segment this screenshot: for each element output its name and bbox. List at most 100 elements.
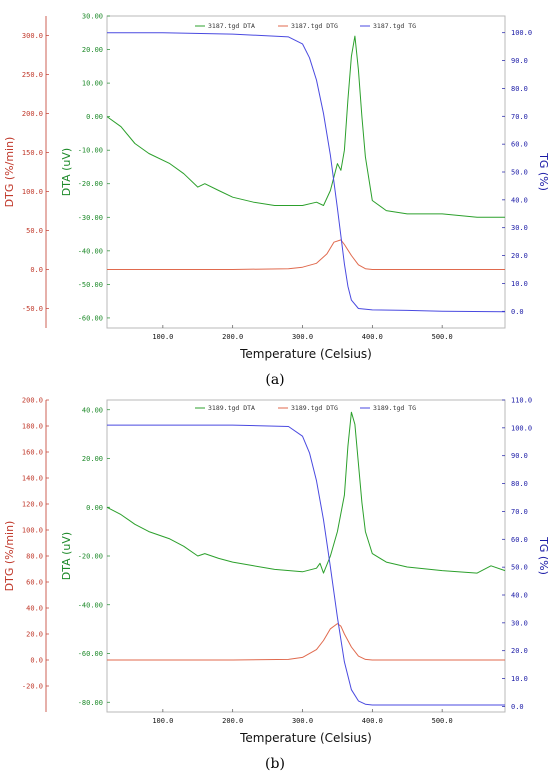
x-tick-label: 400.0 bbox=[362, 333, 383, 341]
legend-label-dta-a: 3187.tgd DTA bbox=[208, 22, 255, 30]
dta-tick-label: -40.00 bbox=[78, 601, 103, 609]
x-axis-ticks-a: 100.0 200.0 300.0 400.0 500.0 bbox=[152, 325, 453, 341]
dta-tick-label: -80.00 bbox=[78, 699, 103, 707]
legend-label-tg-a: 3187.tgd TG bbox=[373, 22, 416, 30]
series-line-tg-a bbox=[107, 32, 506, 313]
tg-tick-label: 80.0 bbox=[511, 85, 528, 93]
dtg-axis-ticks-a: 300.0 250.0 200.0 150.0 100.0 50.0 0.0 -50.0 bbox=[22, 32, 49, 313]
x-tick-label: 100.0 bbox=[152, 333, 173, 341]
dta-tick-label: -30.00 bbox=[78, 214, 103, 222]
dta-tick-label: -20.00 bbox=[78, 553, 103, 561]
legend-a: 3187.tgd DTA 3187.tgd DTG 3187.tgd TG bbox=[195, 22, 416, 30]
tg-tick-label: 50.0 bbox=[511, 564, 528, 572]
x-tick-label: 500.0 bbox=[432, 333, 453, 341]
dta-tick-label: 0.00 bbox=[86, 113, 103, 121]
x-tick-label: 500.0 bbox=[432, 717, 453, 725]
series-layer-b bbox=[106, 411, 506, 706]
dtg-tick-label: 300.0 bbox=[22, 32, 43, 40]
dta-tick-label: -50.00 bbox=[78, 281, 103, 289]
x-tick-label: 300.0 bbox=[292, 333, 313, 341]
tg-tick-label: 0.0 bbox=[511, 703, 524, 711]
dta-axis-ticks-b: 40.00 20.00 0.00 -20.00 -40.00 -60.00 -80.00 bbox=[78, 406, 110, 707]
dta-tick-label: 40.00 bbox=[82, 406, 103, 414]
tg-axis-label-b: TG (%) bbox=[537, 536, 550, 575]
panel-label-b: (b) bbox=[265, 756, 285, 772]
dtg-tick-label: 60.0 bbox=[26, 579, 43, 587]
tg-axis-ticks-a: 100.0 90.0 80.0 70.0 60.0 50.0 40.0 30.0 20.0 10.… bbox=[502, 29, 532, 316]
tg-tick-label: 20.0 bbox=[511, 252, 528, 260]
dtg-tick-label: 140.0 bbox=[22, 475, 43, 483]
series-line-tg-b bbox=[107, 424, 505, 706]
tg-tick-label: 110.0 bbox=[511, 397, 532, 405]
dtg-axis-ticks-b: 200.0 180.0 160.0 140.0 120.0 100.0 80.0 60.0 40… bbox=[22, 397, 49, 691]
dtg-tick-label: 120.0 bbox=[22, 501, 43, 509]
dtg-tick-label: -20.0 bbox=[22, 683, 43, 691]
tg-tick-label: 0.0 bbox=[511, 308, 524, 316]
legend-b: 3189.tgd DTA 3189.tgd DTG 3189.tgd TG bbox=[195, 404, 416, 412]
x-axis-label-a: Temperature (Celsius) bbox=[239, 347, 372, 361]
panel-label-a: (a) bbox=[265, 372, 284, 388]
dtg-tick-label: 20.0 bbox=[26, 631, 43, 639]
dtg-tick-label: -50.0 bbox=[22, 305, 43, 313]
dta-tick-label: -60.00 bbox=[78, 314, 103, 322]
tg-tick-label: 10.0 bbox=[511, 280, 528, 288]
dta-tick-label: 20.00 bbox=[82, 455, 103, 463]
legend-label-tg-b: 3189.tgd TG bbox=[373, 404, 416, 412]
tg-tick-label: 90.0 bbox=[511, 57, 528, 65]
chart-panel-a: 300.0 250.0 200.0 150.0 100.0 50.0 0.0 -50.0 30… bbox=[3, 13, 550, 389]
x-tick-label: 200.0 bbox=[222, 717, 243, 725]
dtg-axis-label-a: DTG (%/min) bbox=[3, 137, 16, 208]
dta-tick-label: -10.00 bbox=[78, 147, 103, 155]
dtg-tick-label: 0.0 bbox=[30, 266, 43, 274]
tg-axis-ticks-b: 110.0 100.0 90.0 80.0 70.0 60.0 50.0 40.0 30.0 20… bbox=[502, 397, 532, 711]
dtg-tick-label: 250.0 bbox=[22, 71, 43, 79]
tg-axis-label-a: TG (%) bbox=[537, 152, 550, 191]
dtg-tick-label: 50.0 bbox=[26, 227, 43, 235]
tg-tick-label: 100.0 bbox=[511, 424, 532, 432]
dtg-tick-label: 0.0 bbox=[30, 657, 43, 665]
chart-panel-b: 200.0 180.0 160.0 140.0 120.0 100.0 80.0 60.0 40… bbox=[3, 397, 550, 773]
tg-tick-label: 60.0 bbox=[511, 536, 528, 544]
plot-area-b bbox=[106, 399, 506, 713]
dtg-tick-label: 180.0 bbox=[22, 423, 43, 431]
dta-tick-label: 0.00 bbox=[86, 504, 103, 512]
dtg-tick-label: 200.0 bbox=[22, 397, 43, 405]
dtg-tick-label: 160.0 bbox=[22, 449, 43, 457]
x-tick-label: 100.0 bbox=[152, 717, 173, 725]
series-layer-a bbox=[106, 32, 506, 313]
dtg-tick-label: 100.0 bbox=[22, 188, 43, 196]
dtg-axis-label-b: DTG (%/min) bbox=[3, 521, 16, 592]
series-line-dtg-b bbox=[107, 623, 505, 661]
plot-area-a bbox=[106, 15, 506, 329]
tg-tick-label: 20.0 bbox=[511, 647, 528, 655]
series-line-dta-a bbox=[106, 35, 505, 218]
x-tick-label: 300.0 bbox=[292, 717, 313, 725]
legend-label-dta-b: 3189.tgd DTA bbox=[208, 404, 255, 412]
legend-label-dtg-a: 3187.tgd DTG bbox=[291, 22, 338, 30]
x-tick-label: 200.0 bbox=[222, 333, 243, 341]
tg-tick-label: 10.0 bbox=[511, 675, 528, 683]
dta-axis-ticks-a: 30.00 20.00 10.00 0.00 -10.00 -20.00 -30.00 -40… bbox=[78, 13, 110, 322]
tg-tick-label: 30.0 bbox=[511, 619, 528, 627]
dta-tick-label: -20.00 bbox=[78, 180, 103, 188]
x-tick-label: 400.0 bbox=[362, 717, 383, 725]
tg-tick-label: 70.0 bbox=[511, 113, 528, 121]
tg-tick-label: 40.0 bbox=[511, 592, 528, 600]
x-axis-ticks-b: 100.0 200.0 300.0 400.0 500.0 bbox=[152, 709, 453, 725]
dta-tick-label: -60.00 bbox=[78, 650, 103, 658]
tg-tick-label: 50.0 bbox=[511, 169, 528, 177]
legend-label-dtg-b: 3189.tgd DTG bbox=[291, 404, 338, 412]
tg-tick-label: 80.0 bbox=[511, 480, 528, 488]
dtg-tick-label: 150.0 bbox=[22, 149, 43, 157]
dtg-tick-label: 80.0 bbox=[26, 553, 43, 561]
dta-axis-label-b: DTA (uV) bbox=[60, 532, 73, 580]
tg-tick-label: 30.0 bbox=[511, 224, 528, 232]
tg-tick-label: 90.0 bbox=[511, 452, 528, 460]
tg-tick-label: 70.0 bbox=[511, 508, 528, 516]
dta-tick-label: -40.00 bbox=[78, 247, 103, 255]
dta-axis-label-a: DTA (uV) bbox=[60, 148, 73, 196]
dtg-tick-label: 100.0 bbox=[22, 527, 43, 535]
tg-tick-label: 60.0 bbox=[511, 141, 528, 149]
tg-tick-label: 40.0 bbox=[511, 196, 528, 204]
